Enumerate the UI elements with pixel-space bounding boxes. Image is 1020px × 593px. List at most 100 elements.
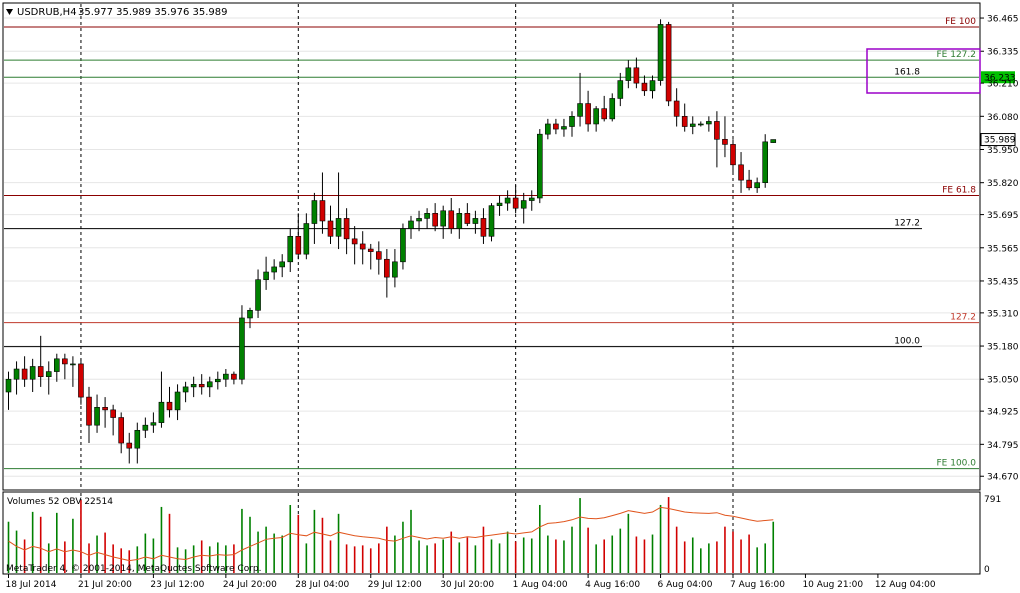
candle-body [343, 218, 350, 240]
candle-body [158, 401, 165, 423]
candle-body [13, 368, 20, 380]
candle-body [673, 100, 680, 117]
candle-body [649, 80, 656, 92]
highlight-box [866, 48, 981, 94]
candle-body [730, 144, 736, 166]
candle-body [5, 378, 12, 393]
price-axis: 36.465 36.335 36.210 36.080 35.950 35.820 35.6… [980, 15, 1019, 483]
candle-body [94, 407, 100, 426]
x-tick-label: 7 Aug 16:00 [730, 580, 785, 590]
ohlc-values: 35.977 35.989 35.976 35.989 [78, 7, 228, 18]
x-tick-label: 4 Aug 16:00 [585, 580, 640, 590]
level-label: FE 100 [945, 17, 976, 27]
candle-body [416, 218, 422, 222]
candle-body [593, 108, 599, 125]
candle-body [641, 82, 648, 92]
candle-body [408, 220, 414, 229]
candle-body [488, 205, 495, 237]
y-tick-label: 35.180 [987, 343, 1019, 353]
candle-body [770, 139, 777, 143]
candle-body [577, 103, 583, 117]
x-tick-label: 18 Jul 2014 [6, 580, 57, 590]
candle-body [150, 422, 157, 426]
level-label: FE 127.2 [937, 50, 977, 60]
candle-body [70, 363, 76, 366]
candle-body [480, 218, 487, 237]
candle-body [110, 409, 116, 418]
candle-body [215, 378, 221, 383]
candle-body [335, 218, 342, 237]
level-label: 100.0 [894, 337, 920, 347]
candle-body [400, 228, 406, 263]
candle-body [665, 24, 672, 102]
candle-body [472, 218, 479, 224]
candle-body [247, 310, 253, 319]
candle-body [561, 126, 567, 130]
y-tick-label: 35.695 [987, 211, 1019, 221]
indicator-axis-top: 791 [984, 495, 1001, 505]
candle-body [126, 442, 133, 449]
candle-body [657, 24, 664, 81]
candle-body [536, 133, 543, 199]
current-price-tag: 35.989 [980, 133, 1016, 147]
candle-body [617, 80, 624, 99]
x-tick-label: 10 Aug 21:00 [802, 580, 863, 590]
candle-body [255, 279, 261, 311]
fibonacci-levels: FE 100 FE 127.2 161.8 36.233 FE 61.8 127.2 127… [4, 17, 1016, 470]
y-tick-label: 35.950 [987, 146, 1019, 156]
candle-body [384, 258, 390, 278]
indicator-label: Volumes 52 OBV 22514 [7, 497, 113, 507]
x-tick-label: 24 Jul 20:00 [223, 580, 277, 590]
indicator-axis-bottom: 0 [984, 565, 990, 575]
candle-body [545, 123, 551, 135]
indicator-pane-frame [2, 491, 981, 575]
y-tick-label: 36.465 [987, 15, 1019, 25]
candle-body [456, 213, 463, 229]
candle-body [569, 116, 575, 127]
candle-body [520, 200, 527, 209]
x-tick-label: 23 Jul 12:00 [150, 580, 204, 590]
y-tick-label: 34.795 [987, 441, 1019, 451]
candle-body [512, 197, 519, 209]
candle-body [78, 363, 84, 398]
candle-body [134, 429, 141, 449]
candle-body [424, 213, 430, 219]
x-tick-label: 21 Jul 20:00 [78, 580, 132, 590]
candle-body [714, 121, 720, 140]
y-tick-label: 35.565 [987, 244, 1019, 254]
y-tick-label: 35.050 [987, 376, 1019, 386]
candle-body [29, 366, 36, 380]
candle-body [279, 261, 286, 268]
candle-body [762, 141, 769, 183]
candle-body [738, 164, 744, 181]
level-label: FE 61.8 [942, 185, 976, 195]
candle-body [746, 179, 752, 189]
candle-body [464, 213, 471, 224]
main-pane-frame [2, 2, 981, 491]
volume-bars [7, 497, 775, 573]
candle-body [528, 197, 535, 201]
x-tick-label: 12 Aug 04:00 [875, 580, 936, 590]
candle-body [553, 123, 559, 130]
candle-body [448, 210, 455, 229]
candle-body [239, 317, 245, 380]
candle-body [504, 197, 511, 204]
level-label: 127.2 [894, 219, 920, 229]
x-tick-label: 6 Aug 04:00 [658, 580, 713, 590]
candle-body [689, 123, 696, 127]
candle-body [754, 182, 760, 189]
candle-body [198, 384, 205, 388]
y-tick-label: 34.925 [987, 408, 1019, 418]
candlesticks [5, 19, 777, 464]
x-tick-label: 30 Jul 20:00 [440, 580, 494, 590]
candle-body [223, 373, 229, 380]
level-label: 161.8 [894, 67, 920, 77]
y-tick-label: 34.670 [987, 473, 1019, 483]
x-tick-label: 29 Jul 12:00 [368, 580, 422, 590]
candle-body [319, 200, 326, 222]
chevron-down-icon[interactable] [6, 9, 13, 15]
candle-body [37, 366, 44, 377]
y-tick-label: 35.435 [987, 277, 1019, 287]
x-tick-label: 28 Jul 04:00 [295, 580, 349, 590]
